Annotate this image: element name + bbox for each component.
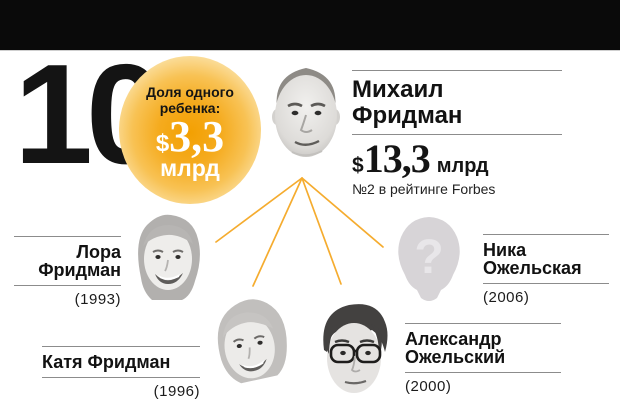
child-name-line2: Ожельский <box>405 347 506 367</box>
nose <box>247 347 251 360</box>
eye-right <box>257 340 263 345</box>
share-amount-value: 3,3 <box>169 112 225 161</box>
net-worth-unit: млрд <box>436 155 489 177</box>
child-name: Александр Ожельский <box>405 330 561 366</box>
net-worth-value: 13,3 <box>363 136 431 181</box>
brow-right <box>172 249 184 253</box>
rule-top <box>483 234 609 235</box>
teeth <box>242 360 264 369</box>
face <box>144 228 192 290</box>
hair-side-left <box>326 325 337 354</box>
patriarch-name-line2: Фридман <box>352 102 463 129</box>
katya-fridman-card: Катя Фридман (1996) <box>42 346 200 400</box>
share-label-line1: Доля одного <box>146 84 234 100</box>
alexander-ozhelsky-photo <box>323 304 388 393</box>
share-label-line2: ребенка: <box>159 100 221 116</box>
connector-line-alexander <box>301 177 342 285</box>
top-black-bar <box>0 0 620 51</box>
nose <box>299 114 313 133</box>
birth-year: (2000) <box>405 378 452 395</box>
eye-right <box>175 255 181 259</box>
silhouette-head <box>398 217 460 301</box>
eye-right <box>314 110 322 116</box>
net-worth: $ 13,3 млрд <box>352 136 562 181</box>
share-amount: $ 3,3 <box>155 112 225 161</box>
nika-placeholder-silhouette: ? <box>398 217 460 301</box>
child-name-line2: Ожельская <box>483 258 582 278</box>
rule-bottom <box>483 283 609 284</box>
mikhail-fridman-card: Михаил Фридман $ 13,3 млрд №2 в рейтинге… <box>352 70 562 197</box>
share-label: Доля одного ребенка: <box>146 84 234 116</box>
rule-top <box>405 323 561 324</box>
child-name: Ника Ожельская <box>483 241 609 277</box>
eye-left <box>340 350 346 356</box>
brow-right <box>253 335 265 340</box>
brow-left <box>152 249 164 253</box>
rule-top <box>14 236 121 237</box>
rule-top <box>352 70 562 71</box>
mouth <box>294 139 320 146</box>
net-worth-currency: $ <box>352 154 364 177</box>
nika-ozhelskaya-card: Ника Ожельская (2006) <box>483 234 609 306</box>
child-name: Катя Фридман <box>42 352 171 372</box>
fringe <box>222 312 273 338</box>
nose <box>350 355 361 373</box>
forbes-rank: №2 в рейтинге Forbes <box>352 181 496 197</box>
tilted-head <box>217 299 287 384</box>
glasses-icon <box>329 343 382 364</box>
birth-year: (1996) <box>153 383 200 400</box>
share-per-child-badge: Доля одного ребенка: $ 3,3 млрд <box>119 56 261 204</box>
smile <box>239 358 267 372</box>
patriarch-name: Михаил Фридман <box>352 77 562 129</box>
eye-right <box>365 350 371 356</box>
nose <box>164 259 169 272</box>
mikhail-fridman-photo <box>272 68 340 157</box>
eye-left <box>236 344 242 349</box>
katya-fridman-photo <box>217 299 287 384</box>
birth-year: (1993) <box>74 291 121 308</box>
child-name-line1: Ника <box>483 240 527 260</box>
brow-left <box>334 339 350 344</box>
eye-left <box>291 110 299 116</box>
rule-bottom <box>352 134 562 135</box>
brow-left <box>232 338 244 343</box>
rule-top <box>42 346 200 347</box>
rule-bottom <box>42 377 200 378</box>
lora-fridman-photo <box>138 214 200 300</box>
lora-fridman-card: Лора Фридман (1993) <box>14 236 121 308</box>
question-mark-icon: ? <box>414 231 443 284</box>
mouth <box>344 379 367 385</box>
brow-right <box>310 102 326 108</box>
brow-left <box>287 102 303 108</box>
share-amount-unit: млрд <box>160 155 220 181</box>
fringe <box>143 224 193 246</box>
rule-bottom <box>405 372 561 373</box>
child-name-line1: Лора <box>76 242 121 262</box>
chin-crease <box>291 150 323 157</box>
teeth <box>158 274 180 280</box>
smile <box>155 273 183 284</box>
child-name-line1: Александр <box>405 329 502 349</box>
alexander-ozhelsky-card: Александр Ожельский (2000) <box>405 323 561 395</box>
patriarch-name-line1: Михаил <box>352 76 444 103</box>
eye-left <box>155 255 161 259</box>
birth-year: (2006) <box>483 289 530 306</box>
child-name: Лора Фридман <box>14 243 121 279</box>
brow-right <box>359 339 375 344</box>
connector-line-katya <box>252 177 303 287</box>
child-name-line2: Фридман <box>38 260 121 280</box>
rule-bottom <box>14 285 121 286</box>
share-currency-symbol: $ <box>155 130 170 157</box>
